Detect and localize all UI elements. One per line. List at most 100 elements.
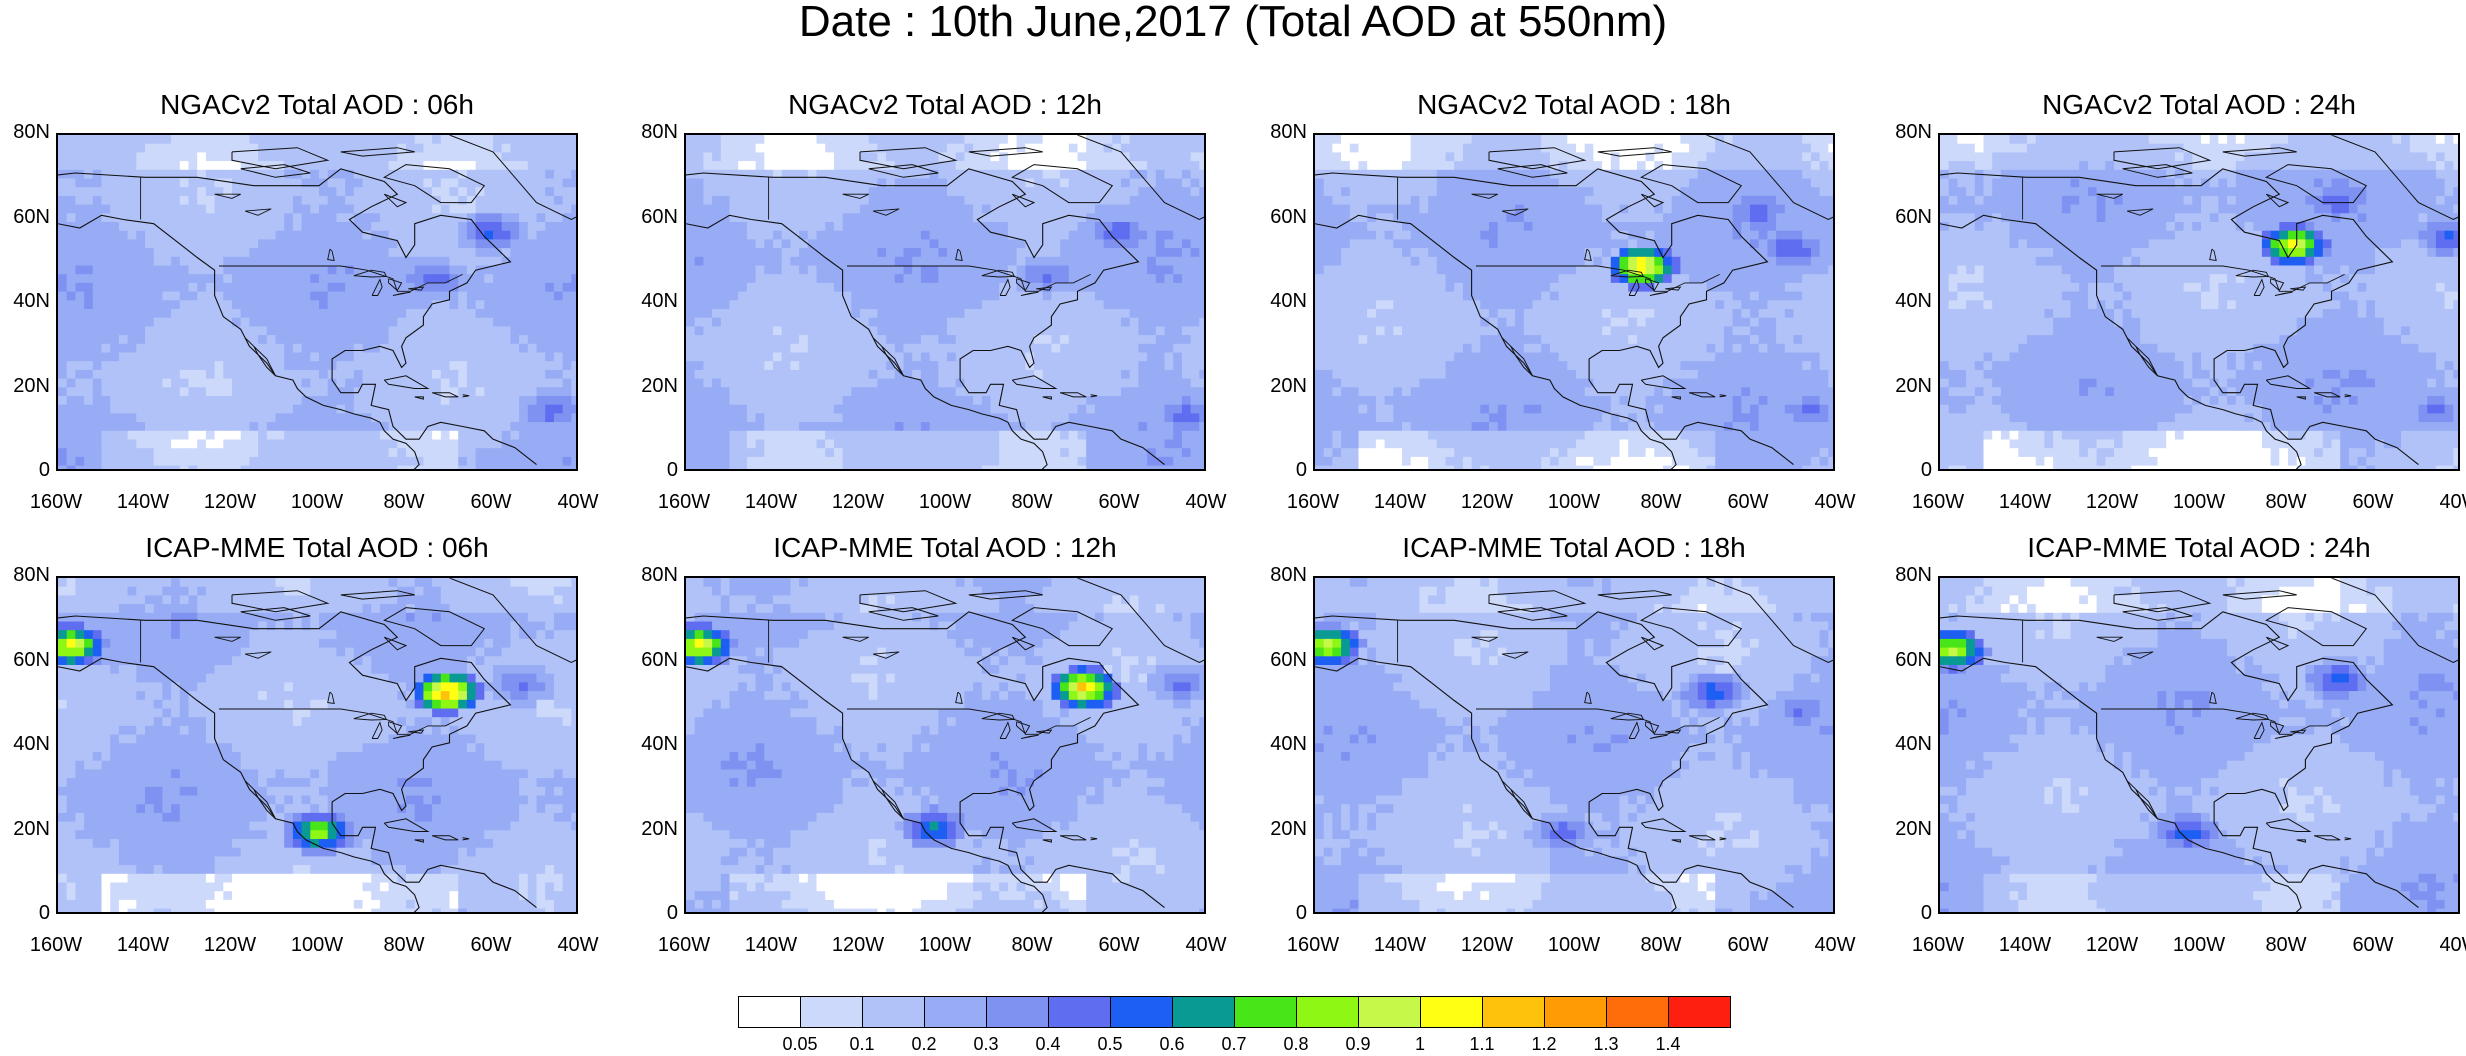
- aod-grid-cell: [1094, 222, 1105, 232]
- aod-grid-cell: [92, 161, 103, 171]
- aod-grid-cell: [781, 169, 791, 180]
- aod-grid-cell: [1094, 378, 1105, 388]
- aod-grid-cell: [275, 291, 285, 301]
- aod-grid-cell: [75, 309, 85, 319]
- aod-grid-cell: [136, 456, 146, 467]
- aod-grid-cell: [851, 300, 861, 310]
- aod-grid-cell: [1068, 291, 1079, 301]
- aod-grid-cell: [440, 248, 451, 258]
- aod-grid-cell: [388, 413, 398, 423]
- aod-grid-cell: [981, 326, 992, 336]
- aod-grid-cell: [1077, 195, 1087, 206]
- aod-grid-cell: [179, 178, 190, 188]
- aod-grid-cell: [868, 465, 878, 469]
- aod-grid-cell: [475, 378, 485, 388]
- aod-grid-cell: [319, 239, 329, 249]
- aod-grid-cell: [912, 369, 922, 380]
- aod-grid-cell: [406, 404, 416, 414]
- aod-grid-cell: [825, 161, 835, 171]
- aod-grid-cell: [110, 396, 120, 406]
- aod-grid-cell: [266, 178, 277, 188]
- aod-grid-cell: [1138, 274, 1148, 284]
- aod-grid-cell: [327, 178, 337, 188]
- aod-grid-cell: [1007, 213, 1018, 223]
- aod-grid-cell: [466, 352, 477, 362]
- aod-grid-cell: [755, 396, 765, 406]
- aod-grid-cell: [703, 195, 713, 206]
- aod-grid-cell: [877, 413, 887, 423]
- aod-grid-cell: [694, 291, 704, 301]
- aod-grid-cell: [536, 404, 546, 414]
- aod-grid-cell: [816, 396, 826, 406]
- aod-grid-cell: [973, 204, 983, 214]
- aod-grid-cell: [118, 265, 129, 275]
- aod-grid-cell: [432, 369, 442, 380]
- aod-grid-cell: [990, 309, 1000, 319]
- aod-grid-cell: [1164, 326, 1174, 336]
- aod-grid-cell: [955, 378, 965, 388]
- aod-grid-cell: [519, 343, 529, 354]
- aod-grid-cell: [84, 430, 94, 441]
- aod-grid-cell: [973, 335, 983, 345]
- aod-grid-cell: [955, 404, 965, 414]
- aod-grid-cell: [345, 282, 355, 293]
- aod-grid-cell: [188, 152, 198, 162]
- aod-grid-cell: [799, 152, 809, 162]
- aod-grid-cell: [964, 282, 974, 293]
- aod-grid-cell: [1112, 230, 1122, 240]
- aod-grid-cell: [1164, 169, 1174, 180]
- aod-grid-cell: [292, 326, 303, 336]
- aod-grid-cell: [249, 204, 259, 214]
- aod-grid-cell: [466, 465, 477, 469]
- aod-grid-cell: [903, 387, 913, 397]
- aod-grid-cell: [833, 465, 844, 469]
- aod-grid-cell: [1112, 291, 1122, 301]
- aod-grid-cell: [738, 222, 748, 232]
- aod-grid-cell: [1060, 300, 1070, 310]
- aod-grid-cell: [562, 439, 572, 449]
- aod-grid-cell: [1034, 256, 1044, 267]
- aod-grid-cell: [493, 222, 503, 232]
- aod-grid-cell: [1155, 404, 1166, 414]
- aod-grid-cell: [553, 195, 564, 206]
- aod-grid-cell: [171, 326, 181, 336]
- aod-grid-cell: [1181, 230, 1192, 240]
- aod-grid-cell: [449, 352, 459, 362]
- aod-grid-cell: [973, 187, 983, 197]
- aod-grid-cell: [414, 343, 424, 354]
- aod-grid-cell: [1016, 152, 1026, 162]
- aod-grid-cell: [214, 369, 224, 380]
- aod-grid-cell: [58, 456, 68, 467]
- aod-grid-cell: [1138, 317, 1148, 327]
- aod-grid-cell: [162, 352, 172, 362]
- aod-grid-cell: [1164, 300, 1174, 310]
- aod-grid-cell: [912, 465, 922, 469]
- aod-grid-cell: [527, 352, 538, 362]
- aod-grid-cell: [75, 439, 85, 449]
- aod-grid-cell: [214, 396, 224, 406]
- aod-grid-cell: [562, 248, 572, 258]
- aod-grid-cell: [84, 335, 94, 345]
- aod-grid-cell: [816, 369, 826, 380]
- aod-grid-cell: [807, 309, 818, 319]
- aod-grid-cell: [920, 178, 931, 188]
- aod-grid-cell: [694, 456, 704, 467]
- aod-grid-cell: [249, 282, 259, 293]
- aod-grid-cell: [1007, 378, 1018, 388]
- aod-grid-cell: [833, 248, 844, 258]
- aod-grid-cell: [1077, 213, 1087, 223]
- aod-grid-cell: [379, 222, 390, 232]
- aod-grid-cell: [1129, 465, 1139, 469]
- aod-grid-cell: [110, 422, 120, 432]
- aod-grid-cell: [1489, 135, 1499, 145]
- aod-grid-cell: [868, 256, 878, 267]
- aod-grid-cell: [510, 291, 520, 301]
- aod-grid-cell: [301, 387, 311, 397]
- aod-grid-cell: [868, 265, 878, 275]
- aod-grid-cell: [1060, 413, 1070, 423]
- aod-grid-cell: [1155, 465, 1166, 469]
- aod-grid-cell: [501, 222, 511, 232]
- aod-grid-cell: [136, 465, 146, 469]
- aod-grid-cell: [571, 239, 576, 249]
- aod-grid-cell: [249, 274, 259, 284]
